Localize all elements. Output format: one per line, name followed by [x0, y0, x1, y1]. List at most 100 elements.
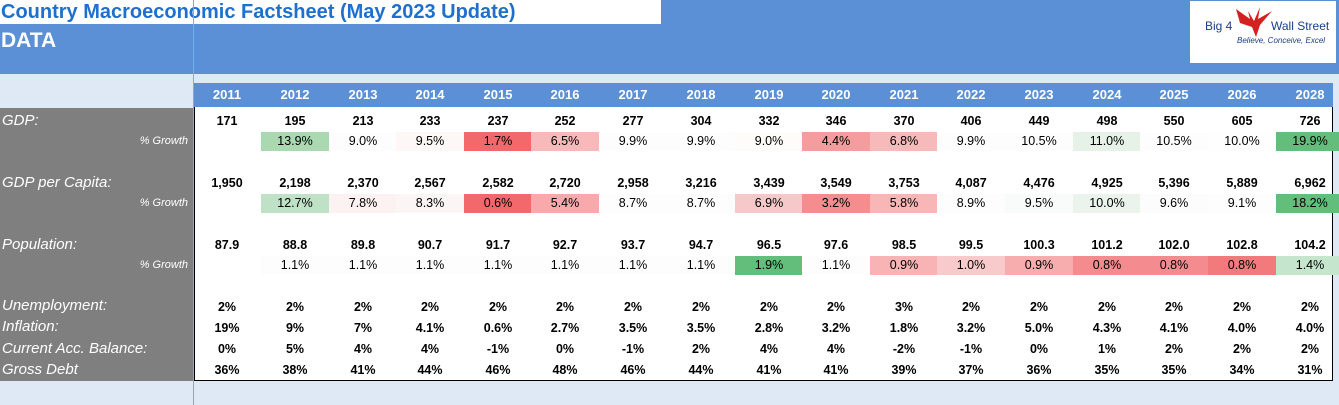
cell-population: 104.2: [1294, 238, 1326, 252]
cell-gross-debt: 31%: [1297, 363, 1323, 377]
cell-population-growth: [193, 256, 261, 275]
cell-inflation: 5.0%: [1024, 321, 1054, 335]
cell-current-account: 2%: [691, 342, 711, 356]
cell-population-growth: 0.8%: [1140, 256, 1208, 275]
cell-gdp-growth: 6.5%: [531, 132, 599, 151]
cell-gdp-pc: 6,962: [1294, 176, 1326, 190]
cell-gdp-pc: 2,567: [414, 176, 446, 190]
cell-inflation: 4.0%: [1295, 321, 1325, 335]
year-header: 2021: [889, 87, 919, 102]
cell-gross-debt: 44%: [688, 363, 714, 377]
label-current-account: Current Acc. Balance:: [2, 340, 148, 357]
cell-gdp-pc: 3,549: [820, 176, 852, 190]
cell-population-growth: 1.4%: [1276, 256, 1339, 275]
cell-population: 100.3: [1023, 238, 1055, 252]
cell-gdp-pc-growth: 7.8%: [329, 194, 397, 213]
cell-gdp-pc: 2,720: [549, 176, 581, 190]
cell-gdp-pc-growth: 8.9%: [937, 194, 1005, 213]
cell-population: 94.7: [688, 238, 714, 252]
cell-gdp-pc: 2,370: [347, 176, 379, 190]
year-header: 2019: [754, 87, 784, 102]
cell-gross-debt: 48%: [552, 363, 578, 377]
year-header: 2026: [1227, 87, 1257, 102]
year-header: 2025: [1159, 87, 1189, 102]
cell-gdp-growth: 9.5%: [396, 132, 464, 151]
label-inflation: Inflation:: [2, 318, 59, 335]
cell-inflation: 4.0%: [1227, 321, 1257, 335]
cell-gdp-growth: 1.7%: [464, 132, 532, 151]
cell-gdp-growth: 9.9%: [937, 132, 1005, 151]
year-header: 2020: [821, 87, 851, 102]
cell-unemployment: 2%: [217, 300, 237, 314]
cell-current-account: 2%: [1300, 342, 1320, 356]
cell-population-growth: 1.1%: [667, 256, 735, 275]
cell-inflation: 2.7%: [550, 321, 580, 335]
cell-gdp: 171: [216, 114, 238, 128]
cell-gdp-pc: 4,476: [1023, 176, 1055, 190]
cell-gdp-growth: [193, 132, 261, 151]
cell-population: 102.8: [1226, 238, 1258, 252]
cell-population: 102.0: [1158, 238, 1190, 252]
cell-gross-debt: 41%: [350, 363, 376, 377]
cell-gdp-pc: 4,087: [955, 176, 987, 190]
cell-gdp-pc-growth: 10.0%: [1073, 194, 1141, 213]
cell-current-account: 2%: [1164, 342, 1184, 356]
year-header: 2028: [1295, 87, 1325, 102]
page-title: Country Macroeconomic Factsheet (May 202…: [1, 1, 516, 23]
logo: Big 4 Wall Street Believe, Conceive, Exc…: [1190, 1, 1336, 63]
cell-inflation: 3.5%: [618, 321, 648, 335]
cell-gdp-growth: 9.9%: [599, 132, 667, 151]
cell-gdp-growth: 9.9%: [667, 132, 735, 151]
label-gdp-pc-growth: % Growth: [139, 197, 188, 209]
cell-unemployment: 2%: [961, 300, 981, 314]
cell-current-account: -1%: [959, 342, 983, 356]
year-header: 2012: [280, 87, 310, 102]
cell-gross-debt: 46%: [485, 363, 511, 377]
cell-gross-debt: 44%: [417, 363, 443, 377]
cell-current-account: 4%: [353, 342, 373, 356]
cell-gdp: 498: [1096, 114, 1118, 128]
label-unemployment: Unemployment:: [2, 297, 108, 314]
cell-unemployment: 2%: [555, 300, 575, 314]
cell-population-growth: 1.0%: [937, 256, 1005, 275]
cell-gdp: 252: [554, 114, 576, 128]
cell-population-growth: 0.8%: [1208, 256, 1276, 275]
cell-current-account: 5%: [285, 342, 305, 356]
cell-unemployment: 2%: [353, 300, 373, 314]
cell-gross-debt: 36%: [1026, 363, 1052, 377]
cell-gdp-pc: 5,396: [1158, 176, 1190, 190]
cell-gdp: 213: [352, 114, 374, 128]
cell-inflation: 0.6%: [483, 321, 513, 335]
cell-current-account: -2%: [892, 342, 916, 356]
cell-gdp: 277: [622, 114, 644, 128]
cell-gdp-growth: 4.4%: [802, 132, 870, 151]
year-header: 2023: [1024, 87, 1054, 102]
cell-gdp-pc-growth: 8.3%: [396, 194, 464, 213]
cell-gdp: 449: [1028, 114, 1050, 128]
label-gdp: GDP:: [2, 112, 39, 129]
cell-current-account: 4%: [826, 342, 846, 356]
cell-current-account: 4%: [420, 342, 440, 356]
cell-gdp: 195: [284, 114, 306, 128]
cell-gdp: 304: [690, 114, 712, 128]
cell-gdp-pc-growth: 18.2%: [1276, 194, 1339, 213]
cell-gross-debt: 46%: [620, 363, 646, 377]
cell-population: 90.7: [417, 238, 443, 252]
logo-text-left: Big 4: [1205, 19, 1233, 33]
cell-gdp-pc-growth: 8.7%: [599, 194, 667, 213]
cell-unemployment: 2%: [285, 300, 305, 314]
cell-unemployment: 2%: [1029, 300, 1049, 314]
cell-gdp-pc: 4,925: [1091, 176, 1123, 190]
cell-gdp-pc-growth: 9.1%: [1208, 194, 1276, 213]
cell-gdp-pc-growth: 6.9%: [735, 194, 803, 213]
data-table: [194, 107, 1333, 381]
cell-current-account: 0%: [217, 342, 237, 356]
cell-current-account: 0%: [555, 342, 575, 356]
cell-unemployment: 2%: [488, 300, 508, 314]
cell-population: 96.5: [756, 238, 782, 252]
cell-current-account: 4%: [759, 342, 779, 356]
cell-population: 91.7: [485, 238, 511, 252]
cell-population: 89.8: [350, 238, 376, 252]
cell-unemployment: 2%: [691, 300, 711, 314]
year-header: 2022: [956, 87, 986, 102]
